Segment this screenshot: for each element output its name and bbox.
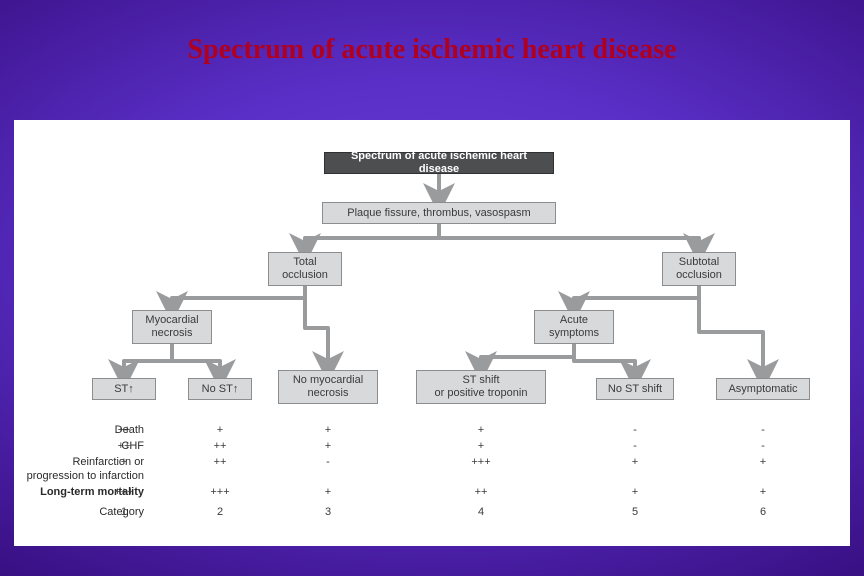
table-cell: - xyxy=(605,440,665,452)
table-cell: 3 xyxy=(298,506,358,518)
table-cell: + xyxy=(605,456,665,468)
node-label: ST↑ xyxy=(114,383,134,396)
diagram-panel: Spectrum of acute ischemic heart disease… xyxy=(14,120,850,546)
node-no_st_up: No ST↑ xyxy=(188,378,252,400)
table-cell: + xyxy=(94,456,154,468)
node-necrosis: Myocardialnecrosis xyxy=(132,310,212,344)
row-label: progression to infarction xyxy=(12,470,144,482)
table-cell: + xyxy=(298,424,358,436)
table-cell: + xyxy=(733,456,793,468)
table-cell: +++ xyxy=(190,486,250,498)
table-cell: ++ xyxy=(94,440,154,452)
table-cell: + xyxy=(451,424,511,436)
node-subtotal: Subtotalocclusion xyxy=(662,252,736,286)
node-label: No myocardialnecrosis xyxy=(293,374,363,399)
node-label: No ST↑ xyxy=(202,383,239,396)
table-cell: 1 xyxy=(94,506,154,518)
node-acute: Acutesymptoms xyxy=(534,310,614,344)
table-cell: - xyxy=(733,440,793,452)
table-cell: + xyxy=(298,486,358,498)
table-row: progression to infarction xyxy=(14,470,850,486)
table-cell: 5 xyxy=(605,506,665,518)
table-cell: + xyxy=(605,486,665,498)
table-cell: +++ xyxy=(451,456,511,468)
node-label: Myocardialnecrosis xyxy=(145,314,198,339)
node-label: Spectrum of acute ischemic heart disease xyxy=(333,150,545,175)
node-label: Totalocclusion xyxy=(282,256,328,281)
table-cell: - xyxy=(298,456,358,468)
table-cell: ++ xyxy=(451,486,511,498)
table-cell: ++ xyxy=(190,456,250,468)
table-cell: 6 xyxy=(733,506,793,518)
node-root: Spectrum of acute ischemic heart disease xyxy=(324,152,554,174)
table-cell: 2 xyxy=(190,506,250,518)
node-no_st_shift: No ST shift xyxy=(596,378,674,400)
table-row: Category123456 xyxy=(14,506,850,522)
table-cell: ++ xyxy=(94,424,154,436)
table-cell: ++ xyxy=(190,440,250,452)
table-row: Death+++++-- xyxy=(14,424,850,440)
table-cell: - xyxy=(733,424,793,436)
slide: Spectrum of acute ischemic heart disease… xyxy=(0,0,864,576)
node-no_necrosis: No myocardialnecrosis xyxy=(278,370,378,404)
table-cell: + xyxy=(298,440,358,452)
table-cell: + xyxy=(733,486,793,498)
node-label: Asymptomatic xyxy=(728,383,797,396)
node-label: ST shiftor positive troponin xyxy=(435,374,528,399)
node-st_shift: ST shiftor positive troponin xyxy=(416,370,546,404)
node-total: Totalocclusion xyxy=(268,252,342,286)
node-asymptomatic: Asymptomatic xyxy=(716,378,810,400)
table-row: CHF++++++-- xyxy=(14,440,850,456)
table-cell: + xyxy=(451,440,511,452)
table-row: Long-term mortality+++++++++++ xyxy=(14,486,850,502)
node-label: Acutesymptoms xyxy=(549,314,599,339)
page-title: Spectrum of acute ischemic heart disease xyxy=(0,0,864,66)
node-st_up: ST↑ xyxy=(92,378,156,400)
node-plaque: Plaque fissure, thrombus, vasospasm xyxy=(322,202,556,224)
table-cell: - xyxy=(605,424,665,436)
node-label: Plaque fissure, thrombus, vasospasm xyxy=(347,207,530,220)
table-cell: +++ xyxy=(94,486,154,498)
table-cell: + xyxy=(190,424,250,436)
node-label: Subtotalocclusion xyxy=(676,256,722,281)
table-cell: 4 xyxy=(451,506,511,518)
node-label: No ST shift xyxy=(608,383,662,396)
